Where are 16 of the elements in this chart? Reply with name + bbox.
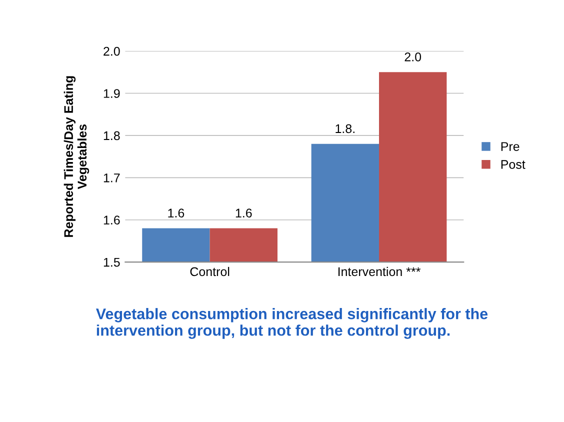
y-tick-label: 2.0 bbox=[104, 46, 120, 56]
data-label: 1.6 bbox=[168, 208, 184, 218]
y-axis-title: Reported Times/Day Eating Vegetables bbox=[64, 76, 90, 237]
x-tick-label: Intervention *** bbox=[338, 266, 421, 276]
data-label: 1.8. bbox=[336, 124, 354, 134]
y-tick-label: 1.7 bbox=[104, 174, 120, 182]
text: Vegetable consumption increased significantly for the intervention group, but not for the control group. bbox=[96, 308, 488, 339]
y-tick-label: 1.6 bbox=[104, 216, 120, 225]
x-tick-label: Control bbox=[190, 266, 230, 276]
y-tick-label: 1.5 bbox=[104, 258, 120, 267]
data-label: 1.6 bbox=[236, 208, 252, 218]
legend-label: Pre bbox=[501, 142, 520, 151]
legend-label: Post bbox=[501, 160, 526, 169]
y-tick-label: 1.9 bbox=[104, 89, 120, 98]
data-label: 2.0 bbox=[404, 52, 422, 62]
y-tick-label: 1.8 bbox=[104, 131, 120, 140]
